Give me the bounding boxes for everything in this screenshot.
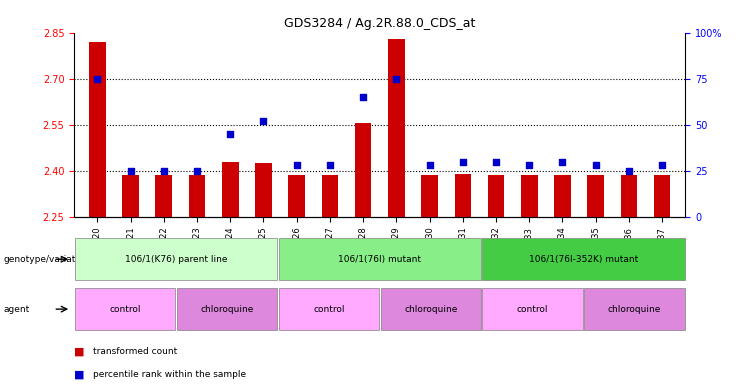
Point xyxy=(324,162,336,169)
Bar xyxy=(122,175,139,217)
Bar xyxy=(454,174,471,217)
Point xyxy=(590,162,602,169)
Bar xyxy=(488,175,505,217)
Text: control: control xyxy=(313,305,345,314)
Text: 106/1(76I) mutant: 106/1(76I) mutant xyxy=(338,255,422,264)
Point xyxy=(623,168,635,174)
Bar xyxy=(355,123,371,217)
Point xyxy=(91,76,103,82)
Text: control: control xyxy=(516,305,548,314)
Point xyxy=(424,162,436,169)
Point xyxy=(523,162,535,169)
Bar xyxy=(189,175,205,217)
Point xyxy=(225,131,236,137)
Bar xyxy=(621,175,637,217)
Bar xyxy=(156,175,172,217)
Text: 106/1(76I-352K) mutant: 106/1(76I-352K) mutant xyxy=(529,255,638,264)
Text: ■: ■ xyxy=(74,369,84,379)
Point xyxy=(490,159,502,165)
Point xyxy=(290,162,302,169)
Text: chloroquine: chloroquine xyxy=(200,305,253,314)
Bar xyxy=(521,175,537,217)
Point xyxy=(556,159,568,165)
Bar xyxy=(322,175,338,217)
Bar xyxy=(388,39,405,217)
Point xyxy=(391,76,402,82)
Text: ■: ■ xyxy=(74,346,84,356)
Bar xyxy=(588,175,604,217)
Point xyxy=(657,162,668,169)
Text: control: control xyxy=(109,305,141,314)
Point xyxy=(457,159,469,165)
Text: 106/1(K76) parent line: 106/1(K76) parent line xyxy=(124,255,227,264)
Point xyxy=(258,118,270,124)
Point xyxy=(124,168,136,174)
Text: genotype/variation: genotype/variation xyxy=(4,255,90,264)
Bar xyxy=(554,175,571,217)
Point xyxy=(357,94,369,100)
Text: transformed count: transformed count xyxy=(93,347,177,356)
Point xyxy=(191,168,203,174)
Title: GDS3284 / Ag.2R.88.0_CDS_at: GDS3284 / Ag.2R.88.0_CDS_at xyxy=(284,17,476,30)
Text: agent: agent xyxy=(4,305,30,314)
Bar xyxy=(222,162,239,217)
Bar xyxy=(255,163,272,217)
Text: chloroquine: chloroquine xyxy=(608,305,661,314)
Bar xyxy=(89,42,106,217)
Bar xyxy=(422,175,438,217)
Bar xyxy=(288,175,305,217)
Point xyxy=(158,168,170,174)
Text: percentile rank within the sample: percentile rank within the sample xyxy=(93,370,246,379)
Bar xyxy=(654,175,671,217)
Text: chloroquine: chloroquine xyxy=(404,305,457,314)
